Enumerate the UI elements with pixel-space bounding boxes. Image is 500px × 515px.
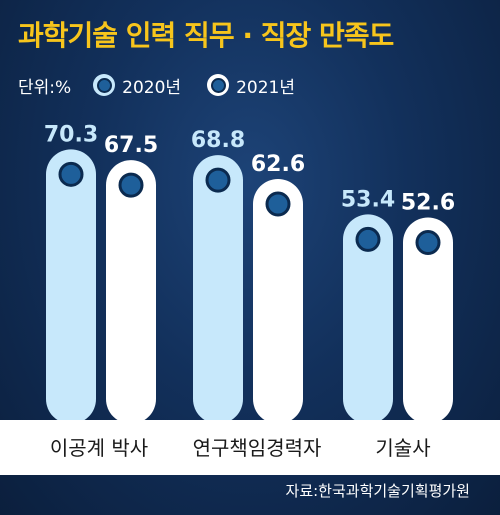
bar-cap-dot-2021년-2 [265, 191, 291, 217]
category-label-2: 연구책임경력자 [192, 436, 322, 460]
source-note: 자료:한국과학기술기획평가원 [285, 482, 470, 500]
category-label-1: 이공계 박사 [49, 436, 149, 460]
category-axis [0, 420, 500, 475]
bar-2020년-1 [46, 149, 96, 424]
bar-cap-dot-2021년-1 [118, 172, 144, 198]
data-label-2020년-3: 53.4 [341, 187, 395, 212]
bar-cap-dot-2021년-3 [415, 229, 441, 255]
bar-2020년-3 [343, 214, 393, 424]
data-label-2021년-3: 52.6 [401, 190, 455, 215]
legend-label-2021: 2021년 [236, 77, 295, 98]
data-label-2021년-1: 67.5 [104, 133, 158, 158]
category-label-3: 기술사 [375, 436, 431, 460]
data-label-2020년-1: 70.3 [44, 122, 98, 147]
legend-label-2020: 2020년 [122, 77, 182, 98]
data-label-2020년-2: 68.8 [191, 128, 245, 153]
bar-2021년-1 [106, 160, 156, 424]
bar-cap-dot-2020년-3 [355, 226, 381, 252]
bar-cap-dot-2020년-1 [58, 161, 84, 187]
legend-item-2020: 2020년 [93, 73, 181, 98]
bar-2020년-2 [193, 155, 243, 424]
legend-swatch-2020 [93, 74, 116, 96]
legend-swatch-2021 [207, 74, 230, 96]
unit-label: 단위:% [18, 77, 72, 98]
bar-2021년-3 [403, 217, 453, 424]
legend-item-2021: 2021년 [207, 73, 295, 98]
legend: 단위:% 2020년 2021년 [18, 72, 321, 98]
bar-cap-dot-2020년-2 [205, 167, 231, 193]
bar-2021년-2 [253, 178, 303, 424]
data-label-2021년-2: 62.6 [251, 152, 305, 177]
chart-title: 과학기술 인력 직무 · 직장 만족도 [18, 19, 394, 52]
